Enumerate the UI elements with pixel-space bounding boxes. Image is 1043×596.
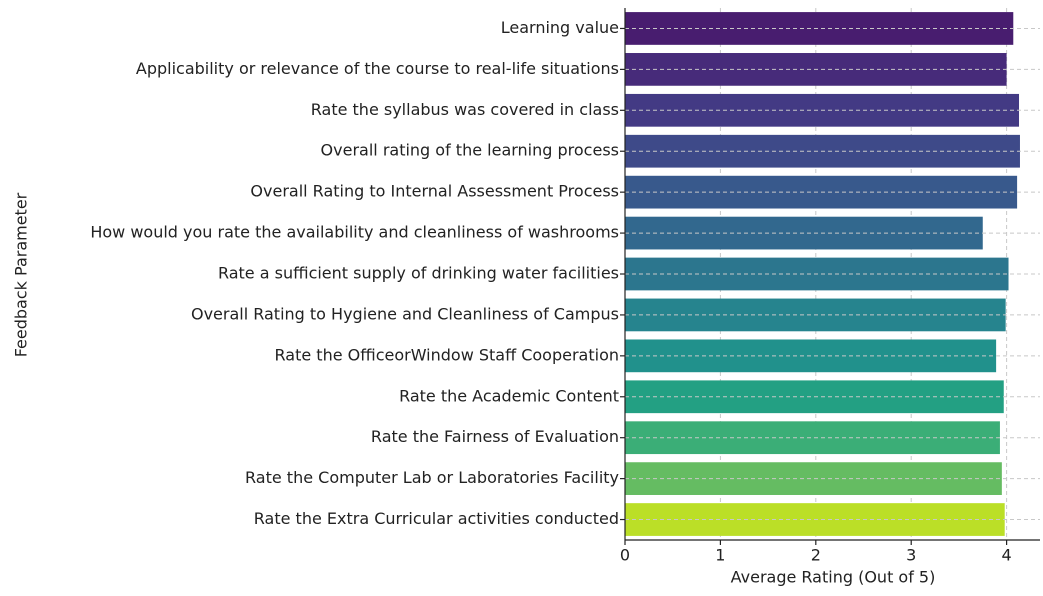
y-tick-label: Rate the syllabus was covered in class [311,100,619,119]
bar [625,421,1000,455]
y-tick-label: Rate a sufficient supply of drinking wat… [218,264,619,283]
y-tick-label: Overall Rating to Internal Assessment Pr… [250,182,619,201]
x-tick-label: 3 [906,546,916,565]
y-tick-label: Learning value [501,18,619,37]
y-tick-label: How would you rate the availability and … [90,223,619,242]
y-tick-label: Rate the OfficeorWindow Staff Cooperatio… [275,345,619,364]
x-tick-label: 2 [811,546,821,565]
y-tick-label: Overall rating of the learning process [321,141,619,160]
y-tick-label: Rate the Academic Content [399,386,619,405]
x-tick-label: 4 [1002,546,1012,565]
y-tick-label: Overall Rating to Hygiene and Cleanlines… [191,304,619,323]
y-tick-label: Rate the Computer Lab or Laboratories Fa… [245,468,619,487]
x-tick-label: 0 [620,546,630,565]
y-tick-label: Rate the Fairness of Evaluation [371,427,619,446]
y-tick-label: Rate the Extra Curricular activities con… [254,509,619,528]
x-axis-label: Average Rating (Out of 5) [731,568,936,587]
x-tick-label: 1 [715,546,725,565]
bar [625,462,1002,495]
y-axis-label: Feedback Parameter [12,192,31,357]
y-tick-label: Applicability or relevance of the course… [136,59,619,78]
